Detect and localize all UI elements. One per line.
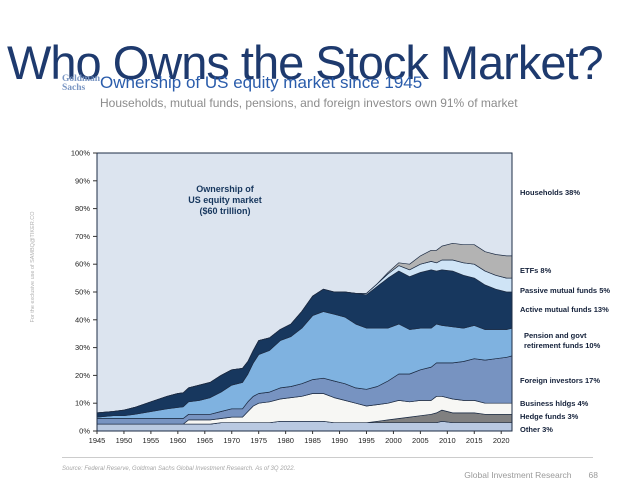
legend-foreign-investors: Foreign investors 17% <box>520 376 601 385</box>
footer-right: Global Investment Research 68 <box>420 470 598 480</box>
svg-text:2005: 2005 <box>412 436 429 445</box>
legend-hedge-funds: Hedge funds 3% <box>520 412 579 421</box>
goldman-sachs-logo: Goldman Sachs <box>62 75 100 92</box>
svg-text:60%: 60% <box>75 260 90 269</box>
legend-pension-govt-retirement-funds: Pension and govt retirement funds 10% <box>524 331 601 350</box>
svg-text:2000: 2000 <box>385 436 402 445</box>
footer-page-number: 68 <box>588 470 598 480</box>
svg-text:2020: 2020 <box>493 436 510 445</box>
legend-passive-mutual-funds: Passive mutual funds 5% <box>520 286 611 295</box>
footer-department: Global Investment Research <box>464 470 572 480</box>
report-heading: Ownership of US equity market since 1945 <box>100 73 423 92</box>
svg-text:1955: 1955 <box>143 436 160 445</box>
report-subheading: Households, mutual funds, pensions, and … <box>100 96 518 110</box>
goldman-sachs-logo-line1: Goldman <box>62 74 101 84</box>
svg-text:40%: 40% <box>75 315 90 324</box>
svg-text:1980: 1980 <box>277 436 294 445</box>
svg-text:1950: 1950 <box>116 436 133 445</box>
svg-text:1995: 1995 <box>358 436 375 445</box>
footer-source-note: Source: Federal Reserve, Goldman Sachs G… <box>62 466 296 472</box>
page-title: Who Owns the Stock Market? <box>7 36 604 90</box>
svg-text:80%: 80% <box>75 204 90 213</box>
footer-divider <box>62 457 593 458</box>
svg-text:1945: 1945 <box>89 436 106 445</box>
svg-text:1975: 1975 <box>250 436 267 445</box>
svg-text:2010: 2010 <box>439 436 456 445</box>
svg-text:20%: 20% <box>75 371 90 380</box>
legend-business-holdings: Business hldgs 4% <box>520 399 589 408</box>
svg-text:2015: 2015 <box>466 436 483 445</box>
svg-text:70%: 70% <box>75 232 90 241</box>
svg-text:1990: 1990 <box>331 436 348 445</box>
svg-text:90%: 90% <box>75 176 90 185</box>
svg-text:($60 trillion): ($60 trillion) <box>199 206 250 216</box>
svg-text:US equity market: US equity market <box>188 195 262 205</box>
svg-text:100%: 100% <box>71 149 91 158</box>
svg-text:1960: 1960 <box>170 436 187 445</box>
legend-etfs: ETFs 8% <box>520 266 552 275</box>
legend-households: Households 38% <box>520 188 581 197</box>
svg-text:1970: 1970 <box>223 436 240 445</box>
goldman-sachs-logo-line2: Sachs <box>62 82 86 93</box>
svg-text:1965: 1965 <box>196 436 213 445</box>
svg-text:Ownership of: Ownership of <box>196 184 255 194</box>
svg-text:10%: 10% <box>75 399 90 408</box>
svg-text:0%: 0% <box>79 427 90 436</box>
svg-text:50%: 50% <box>75 288 90 297</box>
svg-text:1985: 1985 <box>304 436 321 445</box>
svg-text:30%: 30% <box>75 343 90 352</box>
legend-active-mutual-funds: Active mutual funds 13% <box>520 305 609 314</box>
legend-other: Other 3% <box>520 425 553 434</box>
